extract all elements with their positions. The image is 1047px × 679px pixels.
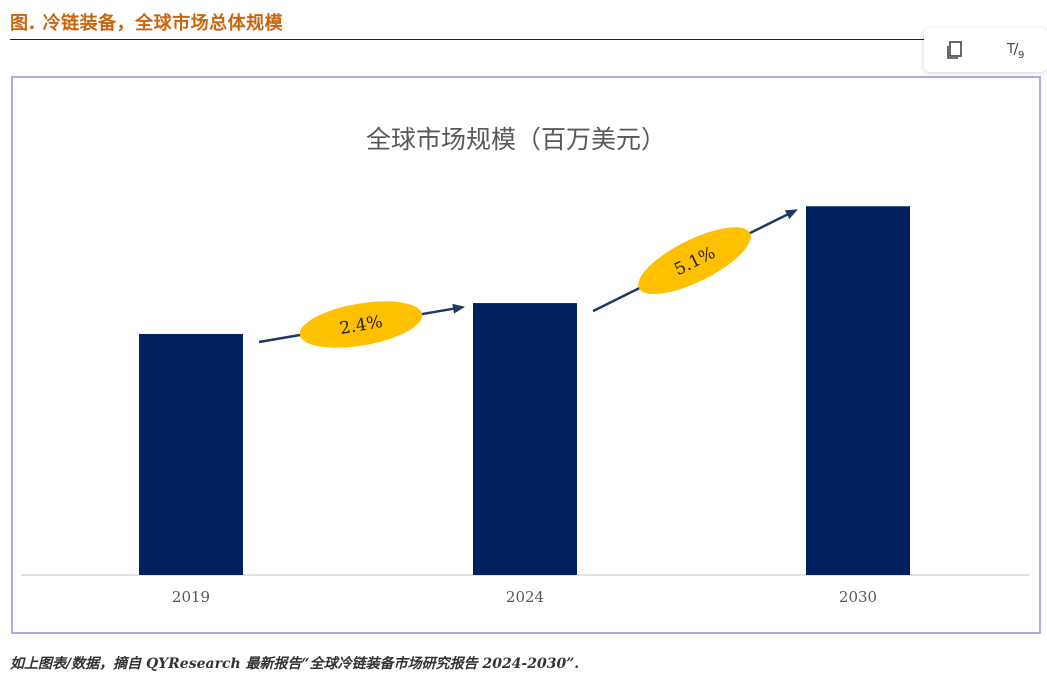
- market-size-chart: 全球市场规模（百万美元） 2019 2024 2030 2.4% 5.1%: [21, 125, 1029, 606]
- x-tick-label-2024: 2024: [506, 588, 544, 606]
- figure-title: 图. 冷链装备，全球市场总体规模: [10, 13, 284, 34]
- x-tick-label-2030: 2030: [839, 588, 877, 606]
- floating-toolbar: T 9: [924, 28, 1047, 72]
- svg-text:T: T: [1006, 42, 1015, 57]
- chart-title: 全球市场规模（百万美元）: [366, 125, 666, 154]
- growth-badge-1: 2.4%: [299, 301, 423, 348]
- bar-2030: [806, 206, 910, 575]
- bar-2019: [139, 333, 243, 575]
- growth-badge-2: 5.1%: [638, 227, 751, 295]
- source-caption: 如上图表/数据，摘自 QYResearch 最新报告“全球冷链装备市场研究报告 …: [10, 656, 580, 672]
- copy-button[interactable]: [940, 35, 970, 65]
- growth-ellipse-2: [638, 227, 751, 295]
- title-divider: [10, 39, 1047, 40]
- chart-frame: 全球市场规模（百万美元） 2019 2024 2030 2.4% 5.1%: [11, 76, 1041, 634]
- bar-2024: [473, 303, 577, 575]
- growth-ellipse-1: [299, 301, 423, 348]
- copy-icon: [946, 41, 962, 59]
- svg-text:9: 9: [1018, 50, 1024, 61]
- translate-icon: T 9: [1006, 42, 1024, 61]
- x-tick-label-2019: 2019: [172, 588, 210, 606]
- translate-button[interactable]: T 9: [1001, 35, 1031, 65]
